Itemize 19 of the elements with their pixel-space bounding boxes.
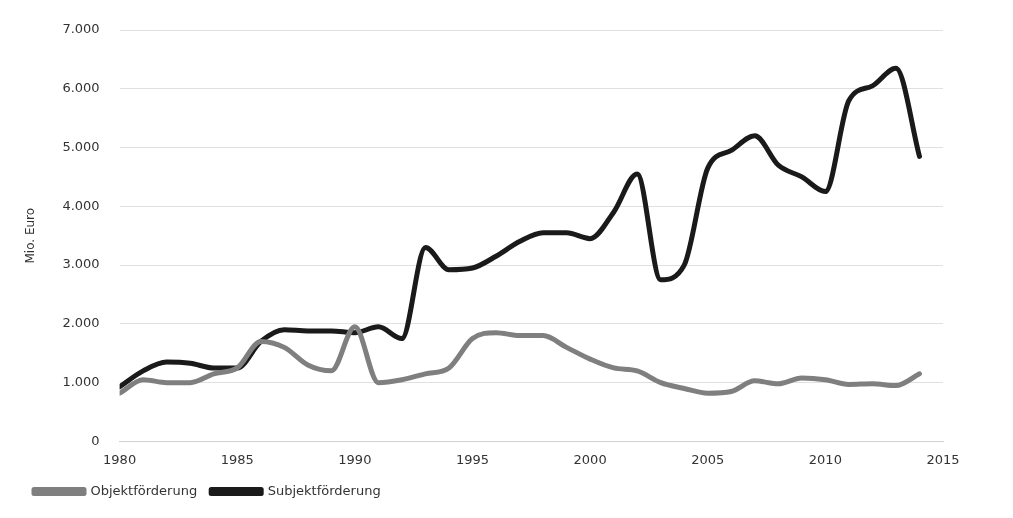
x-tick-label: 1995 xyxy=(455,451,490,467)
y-tick-label: 0 xyxy=(91,432,100,448)
y-tick-label: 7.000 xyxy=(62,21,100,37)
x-tick-label: 2000 xyxy=(573,451,607,467)
x-tick-label: 2010 xyxy=(808,451,842,467)
y-tick-label: 5.000 xyxy=(62,138,100,154)
legend-label: Objektförderung xyxy=(90,482,198,498)
y-tick-label: 3.000 xyxy=(62,256,100,272)
y-axis-title: Mio. Euro xyxy=(23,207,38,264)
y-tick-label: 2.000 xyxy=(62,315,100,331)
legend-label: Subjektförderung xyxy=(267,482,381,498)
x-tick-label: 1990 xyxy=(338,451,372,467)
y-tick-label: 6.000 xyxy=(62,80,100,96)
x-tick-label: 2015 xyxy=(926,451,960,467)
x-tick-label: 1985 xyxy=(220,451,254,467)
x-tick-label: 1980 xyxy=(103,451,137,467)
y-tick-label: 1.000 xyxy=(62,374,100,389)
x-tick-label: 2005 xyxy=(691,451,725,467)
y-tick-label: 4.000 xyxy=(62,197,100,213)
